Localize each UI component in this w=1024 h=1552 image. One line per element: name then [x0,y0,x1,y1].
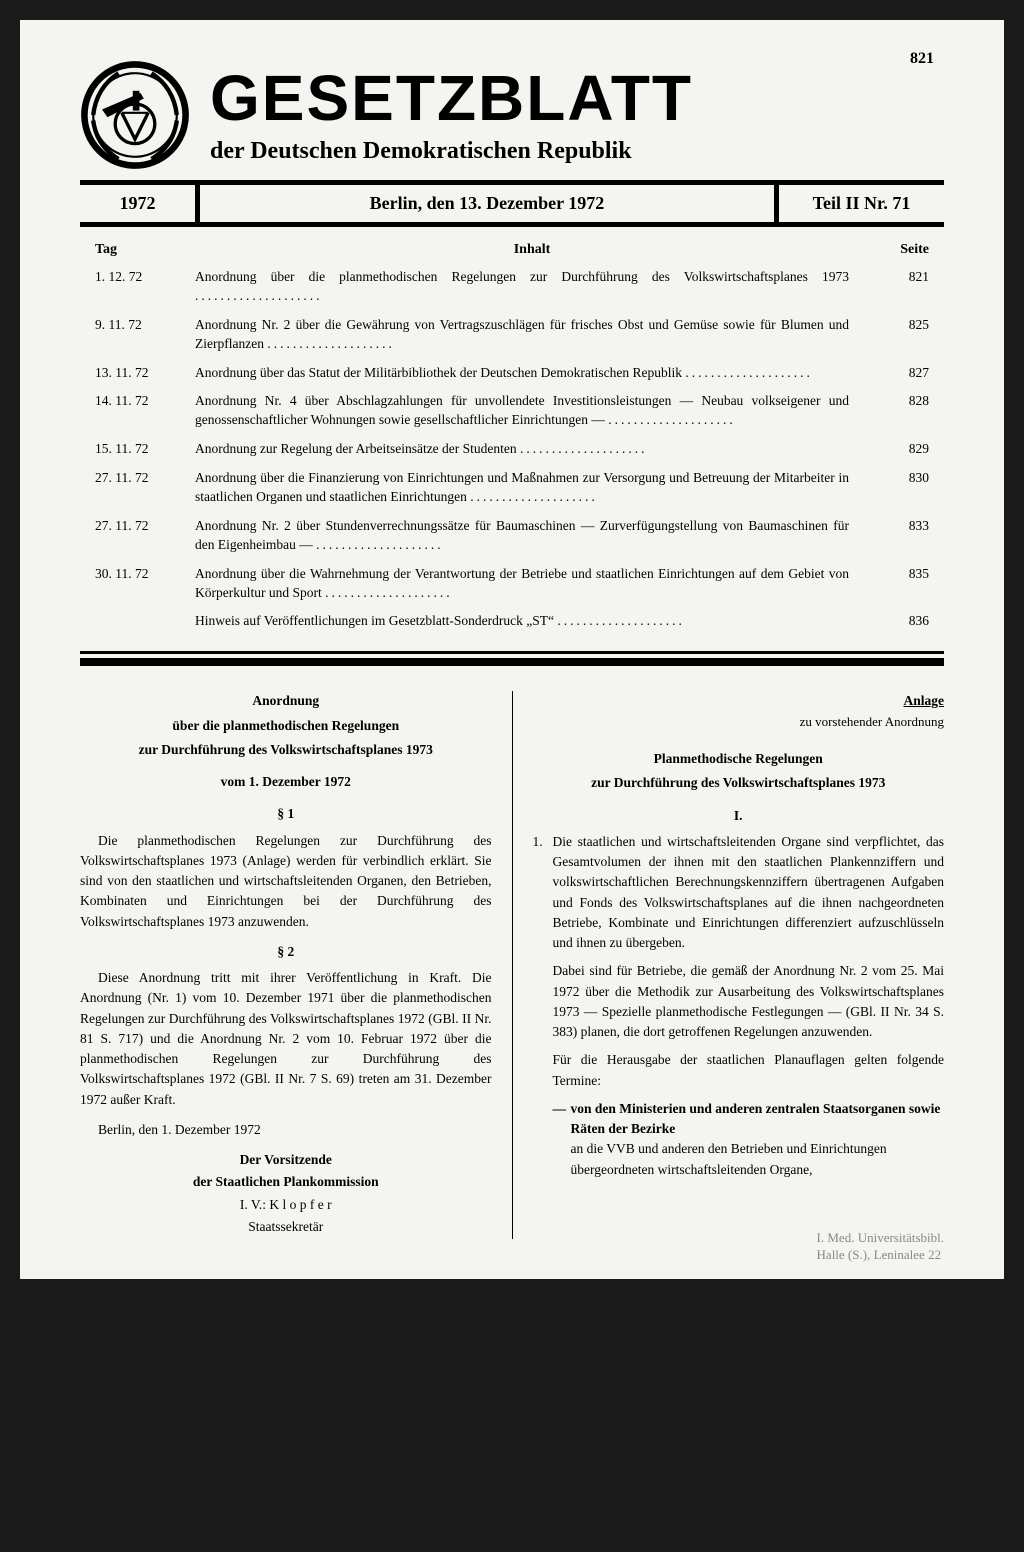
toc-page: 836 [869,612,929,631]
dash-body: von den Ministerien und anderen zentrale… [571,1099,945,1180]
toc-title: Anordnung Nr. 4 über Abschlagzahlungen f… [195,392,869,430]
issue-bar: 1972 Berlin, den 13. Dezember 1972 Teil … [80,180,944,227]
sig-line: Staatssekretär [80,1217,492,1237]
toc-date: 15. 11. 72 [95,440,195,459]
toc-row: Hinweis auf Veröffentlichungen im Gesetz… [95,612,929,631]
dash-bold: von den Ministerien und anderen zentrale… [571,1101,941,1136]
issue-date: Berlin, den 13. Dezember 1972 [200,185,774,222]
ord-date: vom 1. Dezember 1972 [80,772,492,792]
sig-line: I. V.: K l o p f e r [80,1195,492,1215]
toc-title: Anordnung über die Wahrnehmung der Veran… [195,565,869,603]
left-column: Anordnung über die planmethodischen Rege… [80,691,513,1239]
page-number: 821 [910,50,934,68]
toc-page: 829 [869,440,929,459]
anlage-title-1: Planmethodische Regelungen [533,749,945,769]
right-column: Anlage zu vorstehender Anordnung Planmet… [513,691,945,1239]
toc-header-tag: Tag [95,242,195,258]
toc-date: 27. 11. 72 [95,517,195,555]
section-1: § 1 [80,804,492,824]
toc-date [95,612,195,631]
main-title: GESETZBLATT [210,66,944,130]
toc-title: Anordnung über das Statut der Militärbib… [195,364,869,383]
toc-row: 30. 11. 72Anordnung über die Wahrnehmung… [95,565,929,603]
library-stamp: I. Med. Universitätsbibl. Halle (S.), Le… [817,1230,944,1264]
toc-page: 821 [869,268,929,306]
list-number: 1. [533,832,553,954]
toc-page: 833 [869,517,929,555]
sig-line: Der Vorsitzende [80,1150,492,1170]
divider-thick [80,658,944,666]
toc-row: 9. 11. 72Anordnung Nr. 2 über die Gewähr… [95,316,929,354]
toc-page: 828 [869,392,929,430]
issue-year: 1972 [80,185,200,222]
toc-date: 9. 11. 72 [95,316,195,354]
toc-title: Anordnung zur Regelung der Arbeitseinsät… [195,440,869,459]
toc-date: 27. 11. 72 [95,469,195,507]
ord-title-1: Anordnung [80,691,492,711]
toc-date: 13. 11. 72 [95,364,195,383]
list-body: Die staatlichen und wirtschaftsleitenden… [553,832,945,954]
list-sub: Für die Herausgabe der staatlichen Plana… [533,1050,945,1091]
paragraph: Die planmethodischen Regelungen zur Durc… [80,831,492,932]
roman-section: I. [533,806,945,826]
issue-number: Teil II Nr. 71 [774,185,944,222]
ddr-emblem-icon [80,60,190,170]
masthead: GESETZBLATT der Deutschen Demokratischen… [80,60,944,170]
paragraph: Diese Anordnung tritt mit ihrer Veröffen… [80,968,492,1110]
subtitle: der Deutschen Demokratischen Republik [210,138,944,165]
toc-header-title: Inhalt [195,242,869,258]
section-2: § 2 [80,942,492,962]
toc-row: 14. 11. 72Anordnung Nr. 4 über Abschlagz… [95,392,929,430]
toc-title: Anordnung über die planmethodischen Rege… [195,268,869,306]
toc-row: 15. 11. 72Anordnung zur Regelung der Arb… [95,440,929,459]
anlage-sub: zu vorstehender Anordnung [533,712,945,732]
toc-row: 13. 11. 72Anordnung über das Statut der … [95,364,929,383]
toc-header: Tag Inhalt Seite [95,242,929,258]
ord-title-2: über die planmethodischen Regelungen [80,716,492,736]
list-item: 1. Die staatlichen und wirtschaftsleiten… [533,832,945,954]
divider-thin [80,651,944,654]
place-date: Berlin, den 1. Dezember 1972 [80,1120,492,1140]
body-columns: Anordnung über die planmethodischen Rege… [80,691,944,1239]
toc-row: 1. 12. 72Anordnung über die planmethodis… [95,268,929,306]
signature-block: Der Vorsitzende der Staatlichen Plankomm… [80,1150,492,1237]
list-sub: Dabei sind für Betriebe, die gemäß der A… [533,961,945,1042]
stamp-line: Halle (S.), Leninalee 22 [817,1247,944,1264]
toc-title: Anordnung über die Finanzierung von Einr… [195,469,869,507]
toc-header-page: Seite [869,242,929,258]
toc-date: 30. 11. 72 [95,565,195,603]
dash-icon: — [553,1099,571,1180]
document-page: 821 GESETZBLATT der Deutschen Demokratis… [20,20,1004,1279]
title-block: GESETZBLATT der Deutschen Demokratischen… [210,66,944,165]
stamp-line: I. Med. Universitätsbibl. [817,1230,944,1247]
table-of-contents: Tag Inhalt Seite 1. 12. 72Anordnung über… [80,242,944,631]
toc-page: 830 [869,469,929,507]
toc-page: 827 [869,364,929,383]
dash-item: — von den Ministerien und anderen zentra… [533,1099,945,1180]
dash-text: an die VVB und anderen den Betrieben und… [571,1141,887,1176]
toc-date: 1. 12. 72 [95,268,195,306]
toc-page: 825 [869,316,929,354]
toc-title: Hinweis auf Veröffentlichungen im Gesetz… [195,612,869,631]
toc-title: Anordnung Nr. 2 über Stundenverrechnungs… [195,517,869,555]
anlage-header: Anlage [533,691,945,711]
ord-title-3: zur Durchführung des Volkswirtschaftspla… [80,740,492,760]
toc-row: 27. 11. 72Anordnung Nr. 2 über Stundenve… [95,517,929,555]
toc-row: 27. 11. 72Anordnung über die Finanzierun… [95,469,929,507]
anlage-title-2: zur Durchführung des Volkswirtschaftspla… [533,773,945,793]
toc-date: 14. 11. 72 [95,392,195,430]
sig-line: der Staatlichen Plankommission [80,1172,492,1192]
toc-page: 835 [869,565,929,603]
toc-title: Anordnung Nr. 2 über die Gewährung von V… [195,316,869,354]
